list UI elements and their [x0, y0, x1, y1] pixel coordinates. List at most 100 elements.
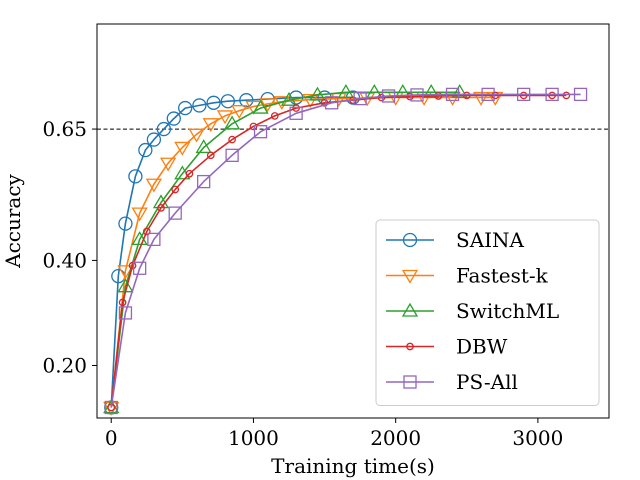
- data-point: [280, 91, 298, 106]
- data-point: [309, 86, 326, 101]
- data-point: [128, 169, 143, 184]
- data-point: [117, 265, 134, 280]
- data-point: [231, 105, 248, 119]
- legend-marker: [406, 342, 414, 351]
- data-point: [317, 90, 332, 105]
- y-tick-label: 0.65: [42, 117, 87, 141]
- legend-marker: [402, 232, 418, 248]
- legend-marker: [401, 302, 419, 317]
- data-point: [104, 400, 118, 415]
- legend-marker: [401, 269, 419, 284]
- data-point: [131, 207, 148, 222]
- data-point: [353, 91, 367, 106]
- data-point: [197, 174, 211, 189]
- data-point: [252, 99, 269, 114]
- data-point: [185, 169, 194, 178]
- data-point: [178, 100, 193, 116]
- y-axis-label: Accuracy: [1, 173, 25, 268]
- data-point: [519, 91, 528, 100]
- data-point: [118, 298, 127, 307]
- data-point: [292, 104, 300, 112]
- legend-label: PS-All: [456, 370, 518, 394]
- plot-frame: [96, 23, 610, 419]
- data-point: [491, 91, 500, 100]
- data-point: [462, 91, 471, 100]
- data-point: [147, 232, 161, 247]
- y-tick-label: 0.20: [42, 353, 87, 377]
- data-point: [188, 128, 205, 143]
- data-point: [220, 94, 235, 109]
- data-point: [517, 87, 531, 102]
- data-point: [138, 142, 153, 158]
- series-line: [110, 96, 353, 408]
- data-point: [223, 115, 241, 130]
- series-dbw: [107, 91, 571, 412]
- legend-item: Fastest-k: [386, 264, 549, 288]
- data-point: [118, 216, 133, 231]
- data-point: [202, 118, 219, 133]
- legend-item: SAINA: [386, 228, 525, 252]
- data-point: [562, 91, 571, 100]
- data-point: [171, 185, 180, 194]
- legend-item: PS-All: [386, 370, 518, 394]
- data-point: [406, 92, 414, 101]
- legend-item: SwitchML: [386, 299, 559, 323]
- x-tick-label: 0: [105, 426, 118, 450]
- data-point: [174, 141, 191, 156]
- legend-label: SAINA: [456, 228, 525, 252]
- data-point: [206, 151, 215, 160]
- legend-marker: [403, 375, 417, 389]
- series-saina: [104, 90, 361, 415]
- data-point: [195, 139, 212, 154]
- data-point: [206, 95, 221, 110]
- plot-area: [97, 84, 609, 416]
- data-point: [325, 96, 339, 110]
- y-tick-label: 0.40: [42, 248, 87, 272]
- data-point: [168, 206, 182, 220]
- series-switchml: [103, 84, 468, 414]
- data-point: [157, 204, 165, 212]
- data-point: [381, 89, 396, 103]
- data-point: [192, 98, 207, 113]
- legend: SAINA Fastest-k SwitchML DBW PS-All: [375, 219, 600, 406]
- data-point: [481, 87, 495, 102]
- data-point: [387, 91, 404, 106]
- data-point: [118, 306, 133, 320]
- data-point: [330, 92, 347, 107]
- x-tick-label: 3000: [512, 426, 563, 450]
- legend-label: SwitchML: [456, 299, 559, 323]
- x-tick-label: 2000: [370, 426, 421, 450]
- data-point: [133, 261, 147, 275]
- data-point: [320, 98, 329, 107]
- data-point: [146, 132, 162, 147]
- legend-label: DBW: [456, 335, 508, 359]
- data-point: [302, 93, 319, 108]
- series-line: [110, 91, 460, 408]
- data-point: [423, 84, 440, 98]
- series-line: [110, 94, 567, 408]
- data-point: [253, 125, 268, 139]
- data-point: [445, 87, 460, 102]
- data-point: [166, 111, 181, 126]
- data-point: [159, 157, 177, 172]
- x-axis-label: Training time(s): [271, 454, 435, 478]
- data-point: [225, 148, 239, 162]
- data-point: [249, 122, 258, 131]
- legend-label: Fastest-k: [456, 264, 549, 288]
- data-point: [573, 87, 588, 102]
- data-point: [337, 84, 355, 98]
- data-point: [545, 87, 559, 102]
- data-point: [548, 91, 556, 100]
- legend-item: DBW: [386, 335, 508, 359]
- x-tick-label: 1000: [228, 426, 279, 450]
- data-point: [142, 227, 151, 236]
- data-point: [451, 84, 468, 98]
- data-point: [228, 135, 236, 144]
- legend-box: [375, 219, 600, 406]
- data-point: [434, 92, 443, 100]
- data-point: [128, 261, 137, 270]
- data-point: [216, 110, 234, 125]
- data-point: [410, 88, 424, 102]
- series-line: [110, 96, 496, 408]
